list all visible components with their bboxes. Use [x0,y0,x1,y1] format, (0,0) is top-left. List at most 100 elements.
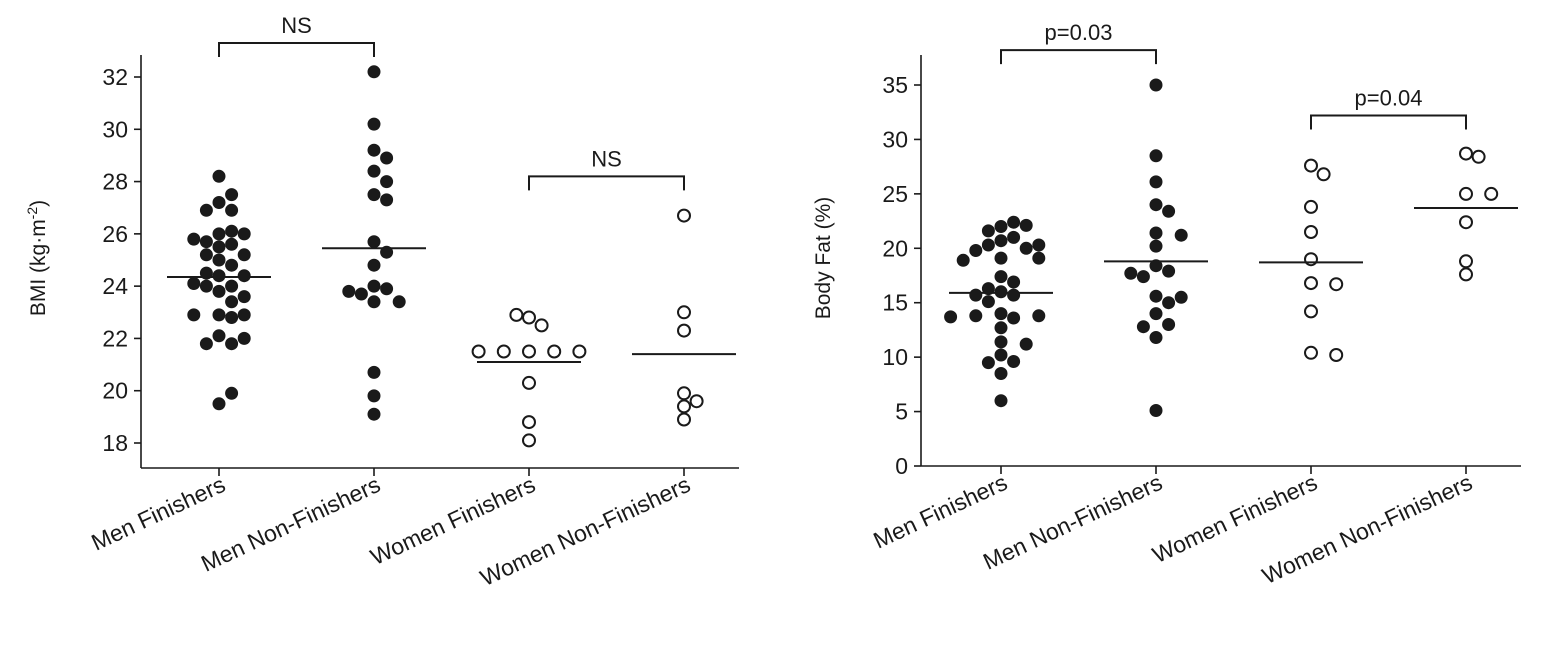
data-point [994,234,1008,248]
data-point [367,143,381,157]
data-point [225,188,239,202]
data-point [367,407,381,421]
data-point [237,290,251,304]
data-point [187,308,201,322]
data-point [1007,230,1021,244]
y-tick-label: 10 [882,344,908,370]
data-point [981,295,995,309]
significance-bracket [1310,114,1467,130]
significance-label: p=0.03 [1045,20,1113,45]
data-point [237,248,251,262]
data-point [1149,259,1163,273]
data-point [677,305,691,320]
y-axis-title-superscript: -2 [24,207,40,220]
data-point [1329,277,1344,292]
data-point [199,203,213,217]
data-point [1162,204,1176,218]
data-point [367,365,381,379]
y-tick-label: 22 [102,325,128,351]
data-point [237,331,251,345]
data-point [380,175,394,189]
data-point [1174,228,1188,242]
data-point [237,308,251,322]
data-point [1032,238,1046,252]
data-point [994,270,1008,284]
data-point [367,279,381,293]
data-point [1019,218,1033,232]
data-point [1136,270,1150,284]
data-point [367,188,381,202]
data-point [212,227,226,241]
data-point [225,386,239,400]
data-point [1007,215,1021,229]
data-point [944,310,958,324]
y-tick-label: 18 [102,430,128,456]
data-point [392,295,406,309]
data-point [1032,309,1046,323]
y-axis-title: Body Fat (%) [812,197,835,320]
data-point [1149,239,1163,253]
data-point [496,344,511,359]
data-point [1149,331,1163,344]
data-point [1149,149,1163,163]
data-point [547,344,562,359]
data-point [342,284,356,298]
data-point [367,235,381,249]
data-point [1304,345,1318,360]
data-point [212,308,226,322]
data-point [1316,167,1331,182]
data-point [677,323,691,338]
data-point [1007,275,1021,289]
data-point [994,367,1008,380]
data-point [1149,289,1163,303]
data-point [1162,318,1176,331]
data-point [994,251,1008,265]
data-point [237,269,251,283]
data-point [522,344,536,359]
data-point [677,399,691,414]
y-axis-title-text: BMI (kg·m [27,219,50,316]
data-point [199,235,213,249]
data-point [1304,225,1318,239]
data-point [354,287,368,301]
category-label: Men Finishers [869,469,1011,554]
data-point [212,253,226,267]
data-point [212,269,226,283]
data-point [367,117,381,131]
data-point [981,282,995,296]
data-point [689,394,704,409]
data-point [225,224,239,238]
data-point [981,356,995,370]
data-point [1136,320,1150,334]
data-point [534,318,549,333]
data-point [225,337,239,351]
data-point [237,227,251,241]
y-tick-label: 20 [882,235,908,261]
category-label: Men Finishers [87,471,229,556]
data-point [212,196,226,209]
data-point [572,344,587,359]
data-point [1162,264,1176,278]
data-point [1484,186,1499,201]
data-point [522,375,536,390]
data-point [212,329,226,343]
data-point [199,279,213,293]
data-point [1459,254,1473,269]
y-tick-label: 30 [882,126,908,152]
data-point [981,224,995,238]
data-point [1304,158,1318,173]
data-point [677,208,691,223]
data-point [969,244,983,257]
data-point [677,412,691,427]
y-tick-label: 0 [895,453,908,479]
significance-bracket [1000,49,1157,65]
data-point [212,169,226,183]
y-tick-label: 24 [102,273,128,299]
data-point [1149,226,1163,240]
significance-label: NS [591,146,622,171]
y-tick-label: 25 [882,181,908,207]
data-point [225,279,239,293]
data-point [956,253,970,267]
